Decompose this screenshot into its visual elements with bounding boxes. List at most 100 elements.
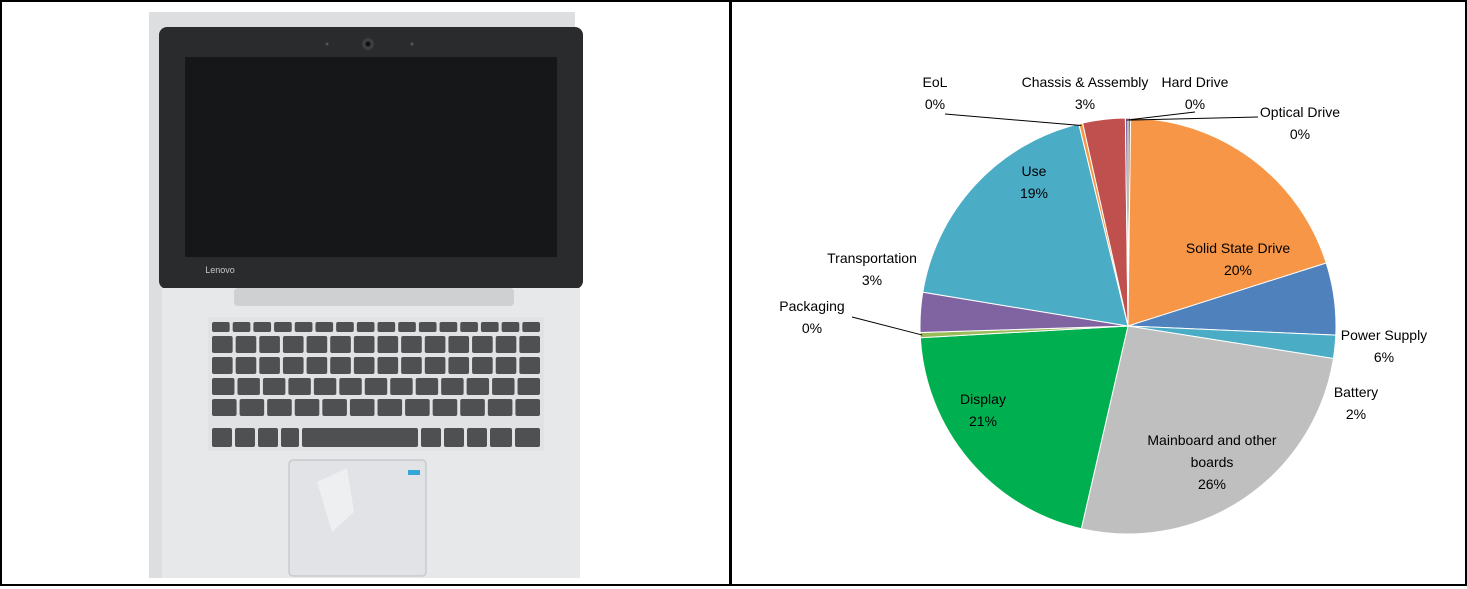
key [330, 357, 351, 374]
key [274, 322, 292, 332]
brand-logo: Lenovo [205, 265, 235, 275]
key [415, 378, 439, 395]
key [495, 357, 517, 374]
data-label: Solid State Drive 20% [1186, 240, 1290, 278]
key [466, 378, 490, 395]
key [235, 357, 257, 374]
data-label: Use 19% [1020, 163, 1048, 201]
data-label: Optical Drive 0% [1260, 104, 1340, 142]
sticker [408, 470, 420, 475]
key [288, 378, 311, 395]
key [448, 336, 470, 353]
data-label: Mainboard and other boards 26% [1147, 432, 1277, 492]
key [267, 399, 292, 416]
key [424, 336, 446, 353]
key [212, 357, 233, 374]
key [212, 378, 235, 395]
key [282, 336, 304, 353]
key [519, 357, 540, 374]
key [515, 399, 540, 416]
key [444, 428, 464, 447]
key [235, 428, 255, 447]
key [439, 322, 458, 332]
key [212, 336, 233, 353]
key [515, 428, 540, 447]
key [390, 378, 413, 395]
key [377, 322, 396, 332]
key [441, 378, 464, 395]
key [259, 357, 280, 374]
key [492, 378, 515, 395]
pie-slice-hard-drive [1124, 117, 1129, 327]
key [519, 336, 540, 353]
laptop-photo: Lenovo [149, 12, 583, 578]
key [259, 336, 280, 353]
key [448, 357, 470, 374]
key [212, 399, 237, 416]
data-label: Chassis & Assembly 3% [1022, 74, 1149, 112]
key [353, 336, 375, 353]
key [322, 399, 347, 416]
data-label: Power Supply 6% [1341, 327, 1427, 365]
pie-slice-solid-state-drive [1127, 117, 1327, 327]
key [336, 322, 354, 332]
key [330, 336, 351, 353]
pie-slice-mainboard-and-other-boards [1080, 325, 1335, 535]
key [281, 428, 299, 447]
key [339, 378, 362, 395]
key [490, 428, 512, 447]
key [398, 322, 416, 332]
key [294, 399, 320, 416]
leader-line [1129, 116, 1259, 121]
key [282, 357, 304, 374]
key [522, 322, 540, 332]
key [467, 428, 487, 447]
data-label: Transportation 3% [827, 250, 917, 288]
key [313, 378, 337, 395]
laptop-screen [185, 57, 557, 257]
key [353, 357, 375, 374]
data-label: Packaging 0% [779, 298, 844, 336]
key [212, 322, 230, 332]
key [432, 399, 458, 416]
pie-slice-use [922, 123, 1129, 327]
data-label: Display 21% [960, 391, 1006, 429]
key [356, 322, 375, 332]
key [235, 336, 257, 353]
key [460, 322, 478, 332]
key [377, 336, 399, 353]
spacebar-key [302, 428, 418, 447]
pie-chart: Optical Drive 0% Solid State Drive 20% Power… [779, 74, 1427, 535]
key [258, 428, 278, 447]
key [487, 399, 513, 416]
key [262, 378, 286, 395]
touchpad [288, 459, 427, 577]
key [460, 399, 485, 416]
key [294, 322, 313, 332]
key [480, 322, 499, 332]
key [472, 336, 493, 353]
key [401, 336, 422, 353]
key [377, 357, 399, 374]
key [315, 322, 334, 332]
pie-slice-display [919, 325, 1129, 530]
key [306, 336, 328, 353]
laptop-photo-panel: Lenovo [2, 2, 732, 584]
key [239, 399, 265, 416]
key [253, 322, 272, 332]
key [421, 428, 441, 447]
keyboard [212, 322, 540, 447]
hinge [234, 288, 514, 306]
key [424, 357, 446, 374]
key [377, 399, 403, 416]
key [405, 399, 430, 416]
leader-line [1126, 111, 1196, 121]
key [418, 322, 437, 332]
leader-line [944, 113, 1082, 126]
key [349, 399, 375, 416]
key [401, 357, 422, 374]
data-label: Battery 2% [1334, 384, 1378, 422]
key [495, 336, 517, 353]
data-label: EoL 0% [923, 74, 948, 112]
